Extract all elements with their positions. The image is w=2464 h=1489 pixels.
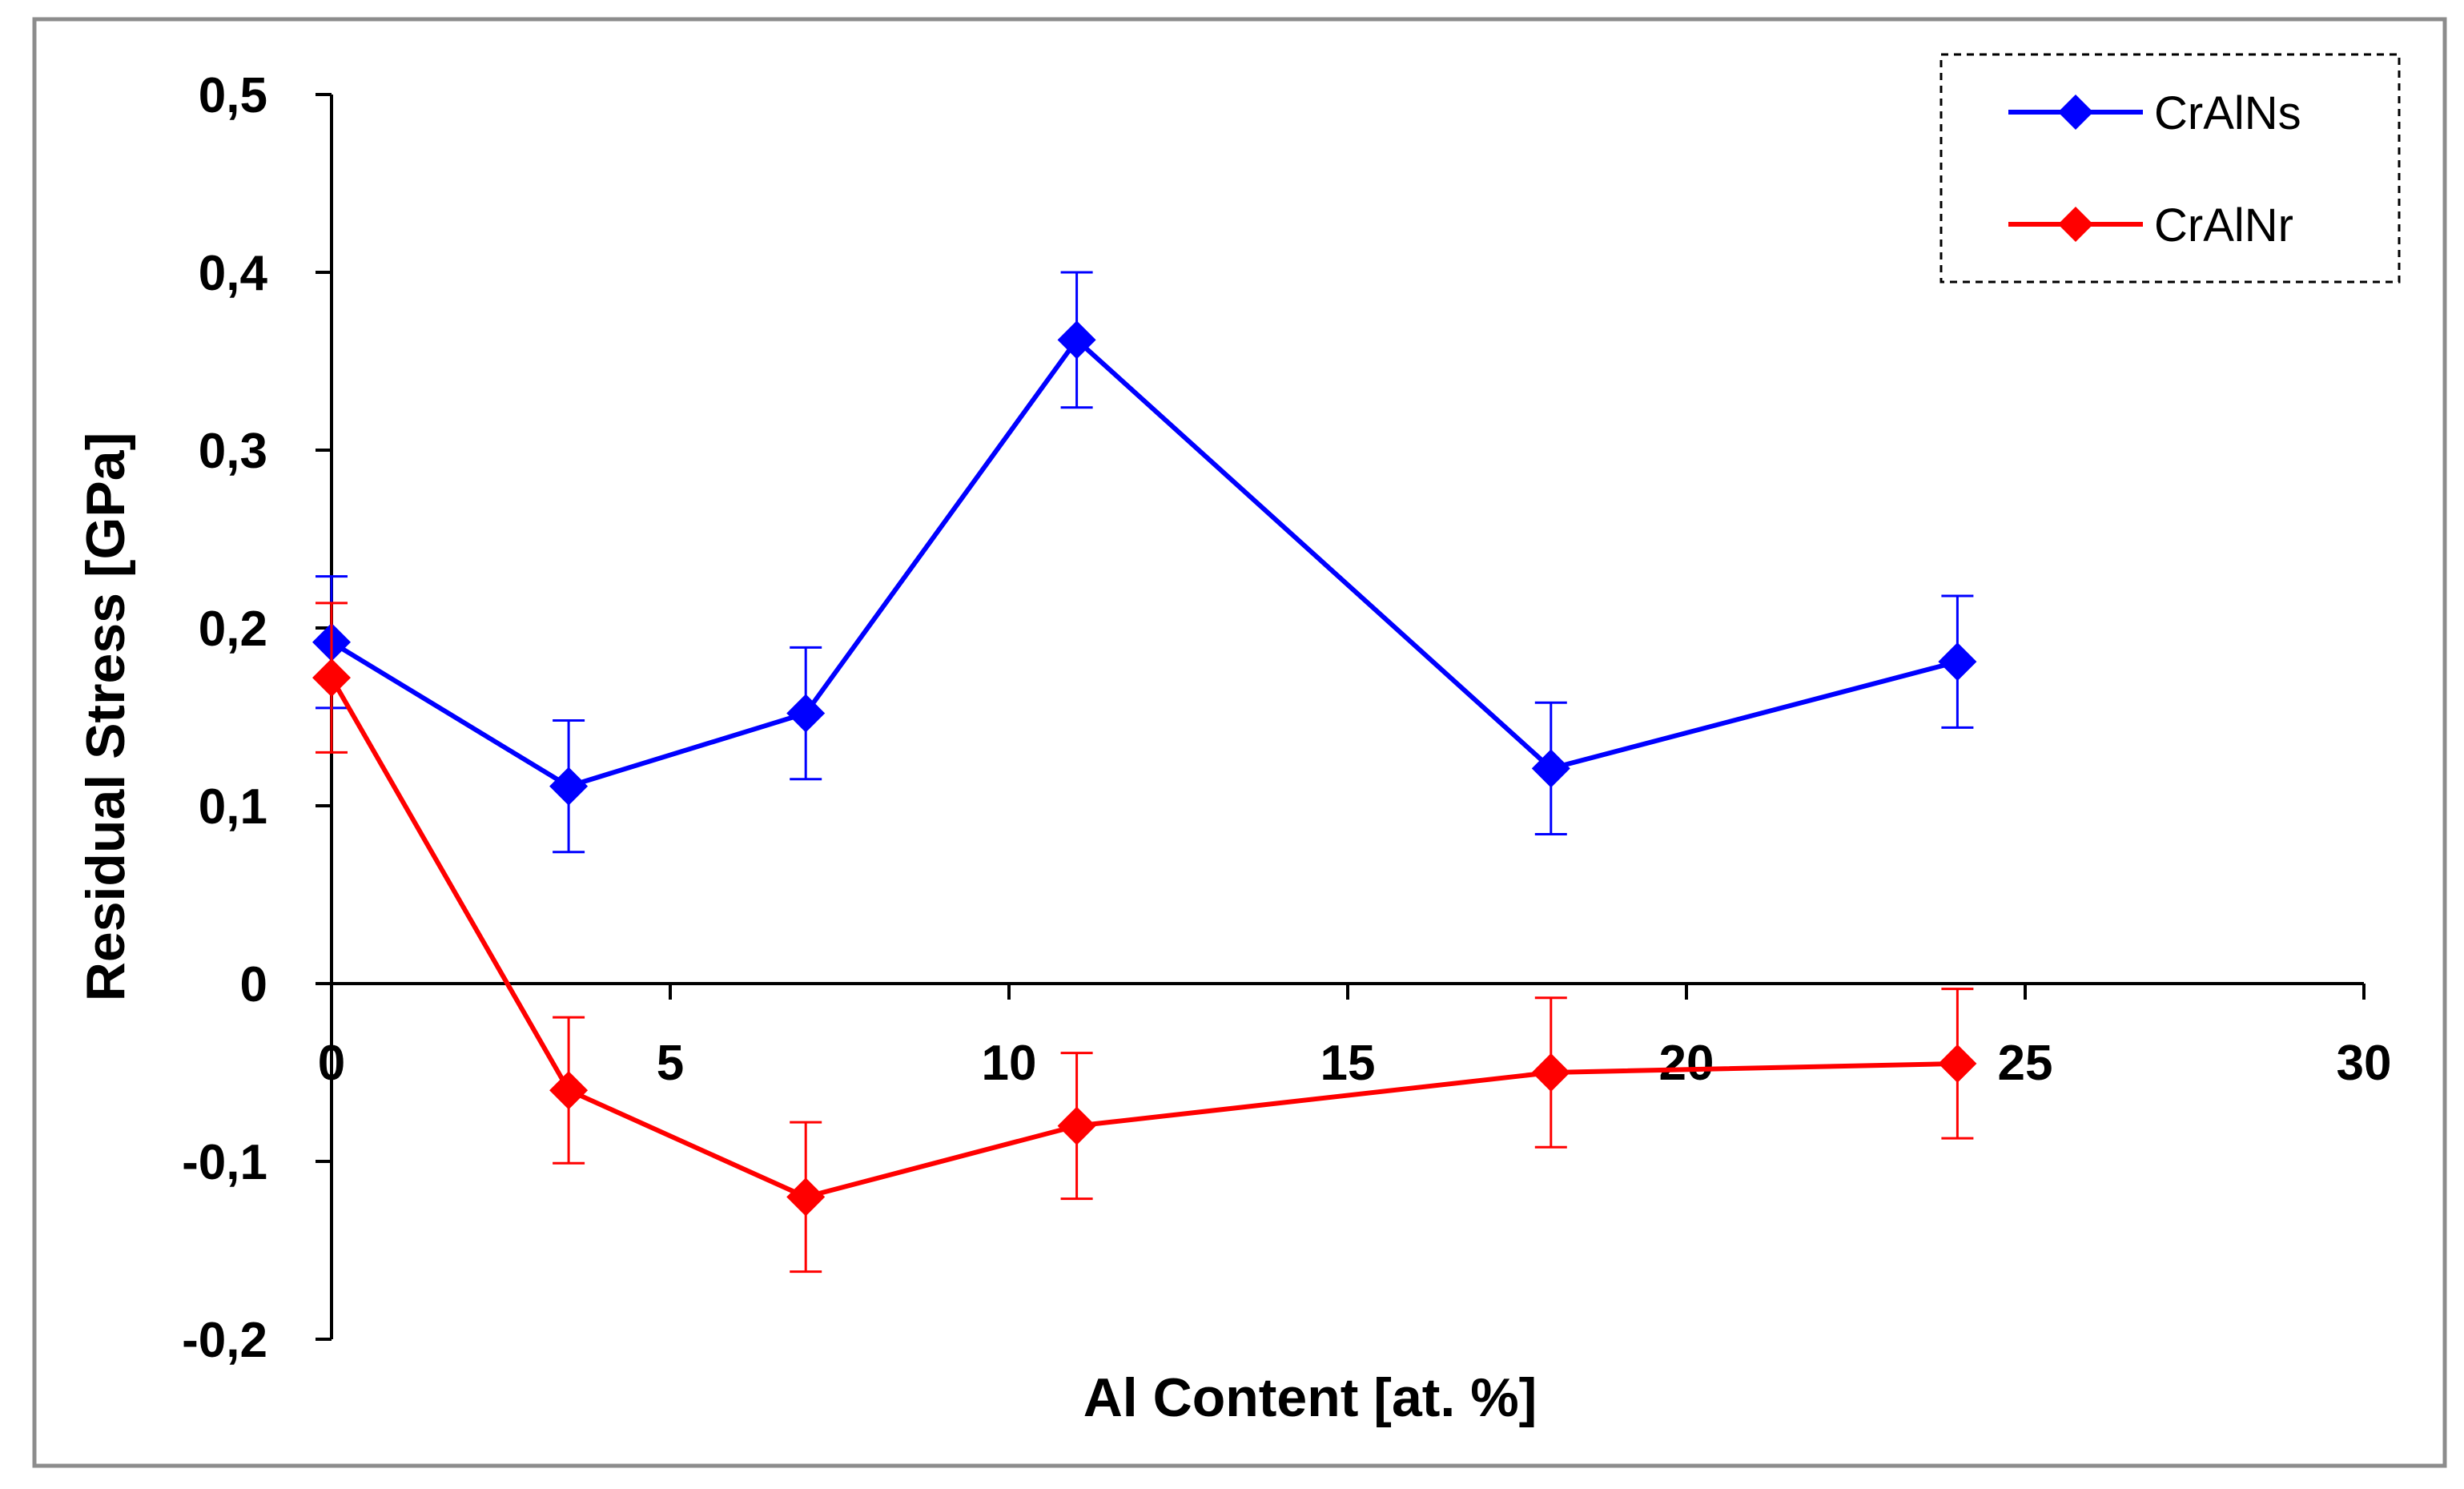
data-point [1938, 1044, 1977, 1083]
data-point [1057, 320, 1096, 360]
data-point [786, 1177, 826, 1217]
series-layer [312, 271, 1977, 1274]
y-axis-title: Residual Stress [GPa] [75, 433, 136, 1001]
series-line [330, 337, 1959, 789]
y-tick-label: 0,3 [199, 424, 267, 479]
y-tick-label: 0,5 [199, 68, 267, 123]
x-tick-label: 30 [2337, 1036, 2392, 1091]
data-point [549, 767, 589, 806]
legend-marker [2058, 207, 2093, 242]
y-tick-label: 0,1 [199, 779, 267, 835]
legend-box [1939, 53, 2401, 284]
y-tick-label: -0,1 [182, 1135, 267, 1190]
data-point [1531, 749, 1570, 788]
x-tick-label: 25 [1998, 1036, 2053, 1091]
data-point [1057, 1106, 1096, 1145]
x-tick-label: 0 [318, 1036, 345, 1091]
data-point [786, 694, 826, 733]
y-tick-label: -0,2 [182, 1313, 267, 1368]
series-CrAlNs [312, 271, 1977, 854]
series-line [329, 676, 1958, 1200]
y-tick-label: 0,2 [199, 602, 267, 657]
x-tick-label: 10 [982, 1036, 1037, 1091]
legend-label: CrAlNs [2154, 87, 2301, 139]
data-point [312, 658, 351, 698]
series-CrAlNr [312, 602, 1977, 1274]
y-tick-label: 0 [240, 957, 267, 1012]
data-point [549, 1071, 589, 1110]
x-tick-label: 5 [657, 1036, 684, 1091]
legend-marker [2058, 95, 2093, 130]
x-axis-title: Al Content [at. %] [1083, 1367, 1537, 1428]
data-point [1531, 1053, 1570, 1092]
y-tick-label: 0,4 [199, 246, 268, 301]
axes: -0,2 -0,1 0 0,1 0,2 0,3 0,4 0,5 0 5 10 15 20 25 30 [182, 68, 2391, 1368]
legend-label: CrAlNr [2154, 199, 2293, 252]
data-point [1938, 642, 1977, 682]
x-tick-label: 20 [1659, 1036, 1714, 1091]
legend: CrAlNs CrAlNr [1939, 53, 2401, 284]
x-tick-label: 15 [1320, 1036, 1376, 1091]
